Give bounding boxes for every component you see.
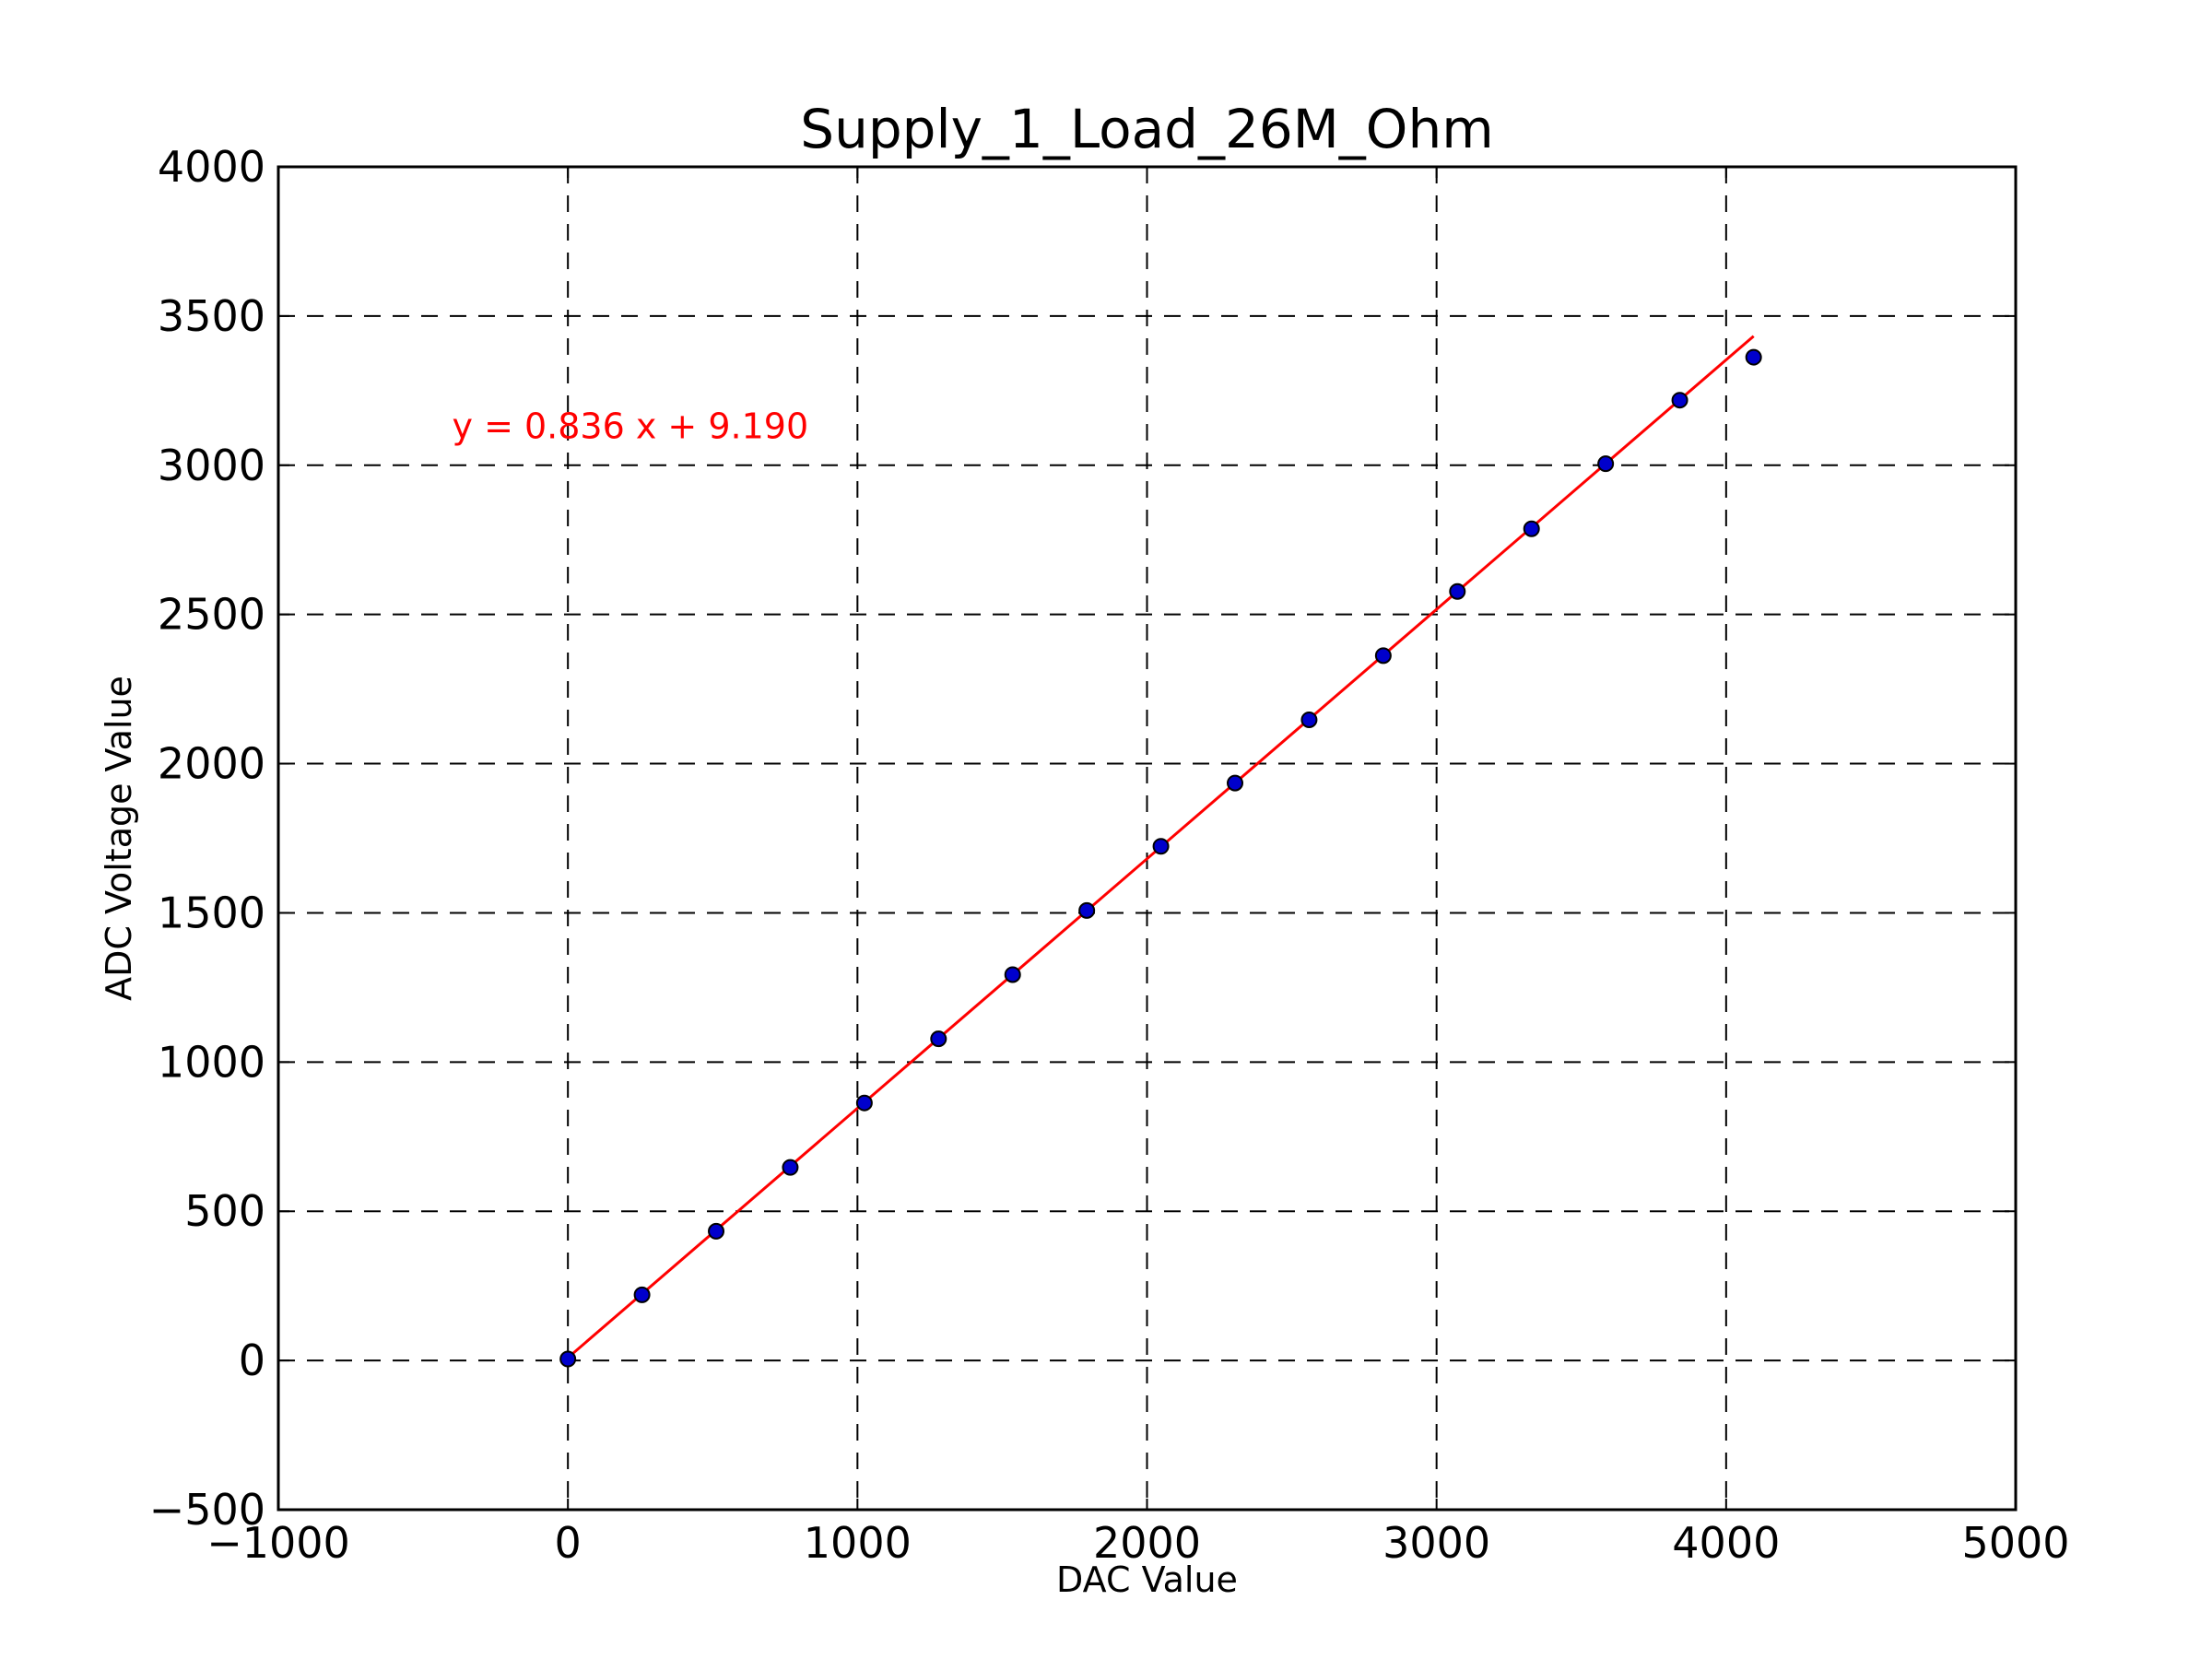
y-tick-label: 2500	[158, 590, 265, 640]
y-tick-label: −500	[149, 1485, 265, 1535]
x-tick-labels: −1000 0 1000 2000 3000 4000 5000	[206, 1518, 2069, 1568]
fit-equation-label: y = 0.836 x + 9.190	[453, 406, 809, 447]
x-tick-label: 4000	[1672, 1518, 1780, 1568]
y-tick-labels: −500 0 500 1000 1500 2000 2500 3000 3500 4000	[149, 142, 265, 1535]
data-point	[1078, 901, 1096, 919]
y-axis-label: ADC Voltage Value	[99, 676, 139, 1001]
y-tick-label: 4000	[158, 142, 265, 192]
data-point	[930, 1030, 947, 1048]
x-tick-label: 1000	[804, 1518, 912, 1568]
data-point	[1671, 392, 1688, 409]
y-tick-label: 3500	[158, 291, 265, 341]
data-point	[1523, 520, 1540, 537]
x-tick-label: 5000	[1961, 1518, 2069, 1568]
data-point	[1300, 711, 1318, 728]
data-point	[559, 1350, 577, 1368]
x-tick-label: −1000	[206, 1518, 350, 1568]
y-tick-label: 1000	[158, 1037, 265, 1087]
x-tick-label: 2000	[1093, 1518, 1201, 1568]
x-tick-label: 3000	[1382, 1518, 1490, 1568]
data-point	[855, 1094, 873, 1112]
grid-lines	[278, 167, 2016, 1510]
data-point	[1745, 348, 1762, 366]
data-point	[1227, 774, 1244, 792]
x-tick-label: 0	[555, 1518, 582, 1568]
data-points	[559, 348, 1762, 1368]
y-tick-label: 2000	[158, 739, 265, 789]
y-tick-label: 0	[239, 1335, 265, 1385]
data-point	[633, 1286, 651, 1303]
annotations: y = 0.836 x + 9.190	[453, 406, 809, 447]
data-point	[1374, 647, 1392, 665]
y-tick-label: 1500	[158, 888, 265, 937]
chart-title: Supply_1_Load_26M_Ohm	[800, 98, 1493, 160]
y-tick-label: 3000	[158, 441, 265, 490]
data-point	[1449, 582, 1466, 600]
data-point	[1152, 838, 1170, 855]
data-point	[708, 1222, 725, 1240]
data-point	[1597, 455, 1615, 473]
data-point	[782, 1159, 799, 1176]
axis-ticks	[277, 166, 2017, 1511]
x-axis-label: DAC Value	[1056, 1559, 1238, 1600]
data-point	[1004, 966, 1021, 983]
y-tick-label: 500	[184, 1186, 265, 1236]
